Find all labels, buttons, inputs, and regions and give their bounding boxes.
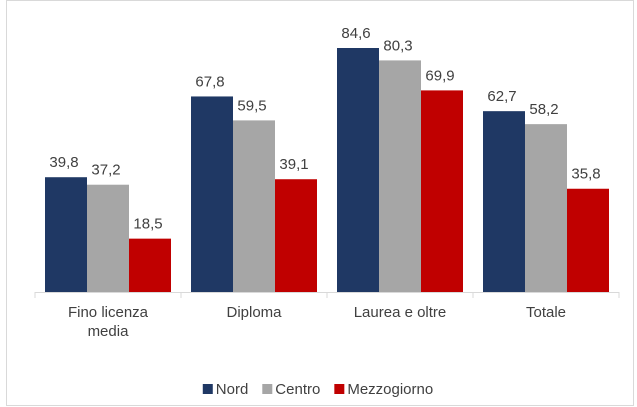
value-label: 35,8 bbox=[571, 166, 600, 183]
x-tick-label: Laurea e oltre bbox=[353, 304, 447, 321]
legend-swatch bbox=[202, 384, 213, 394]
bar bbox=[567, 188, 609, 292]
value-label: 62,7 bbox=[487, 88, 516, 105]
bar bbox=[379, 60, 421, 293]
bar bbox=[525, 124, 567, 292]
value-label: 58,2 bbox=[529, 101, 558, 118]
legend-label: Mezzogiorno bbox=[347, 381, 433, 398]
legend-item: Centro bbox=[262, 381, 320, 398]
bar bbox=[421, 90, 463, 293]
legend-swatch bbox=[334, 384, 345, 394]
bar bbox=[233, 120, 275, 293]
legend-item: Nord bbox=[202, 381, 249, 398]
value-label: 80,3 bbox=[383, 37, 412, 54]
value-label: 84,6 bbox=[341, 25, 370, 42]
value-label: 67,8 bbox=[195, 73, 224, 90]
value-label: 69,9 bbox=[425, 67, 454, 84]
chart-border bbox=[6, 0, 634, 406]
value-label: 59,5 bbox=[237, 97, 266, 114]
x-tick-label: Fino licenza media bbox=[67, 304, 149, 340]
legend-item: Mezzogiorno bbox=[334, 381, 433, 398]
value-label: 39,8 bbox=[49, 154, 78, 171]
bar bbox=[337, 48, 379, 292]
bar bbox=[45, 177, 87, 292]
value-label: 39,1 bbox=[279, 156, 308, 173]
bar bbox=[87, 184, 129, 292]
bar bbox=[191, 96, 233, 292]
bar bbox=[275, 179, 317, 292]
value-label: 37,2 bbox=[91, 162, 120, 179]
x-tick-label: Totale bbox=[525, 304, 567, 321]
legend-label: Centro bbox=[275, 381, 320, 398]
legend-swatch bbox=[262, 384, 273, 394]
value-label: 18,5 bbox=[133, 216, 162, 233]
bar bbox=[483, 111, 525, 293]
bar bbox=[129, 238, 171, 292]
legend-label: Nord bbox=[216, 381, 249, 398]
x-tick-label: Diploma bbox=[226, 304, 282, 321]
